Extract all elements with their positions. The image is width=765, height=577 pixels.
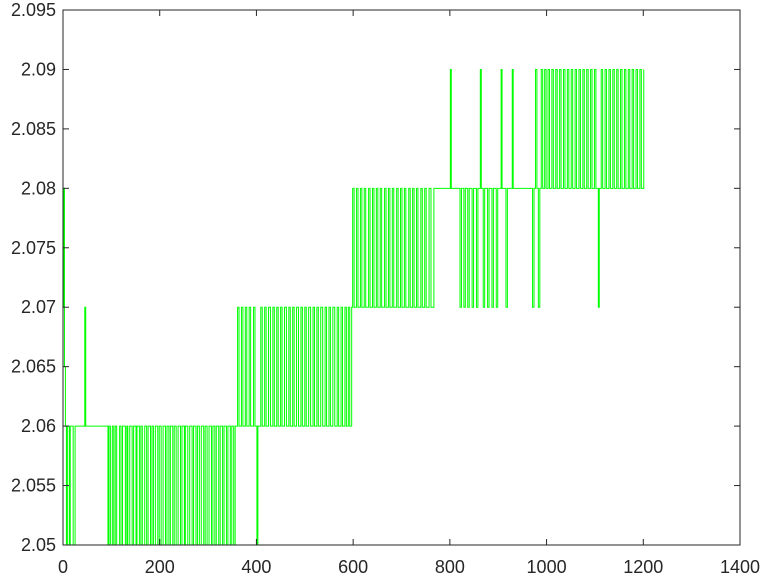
- y-tick-label: 2.085: [11, 119, 56, 139]
- y-tick-label: 2.08: [21, 178, 56, 198]
- y-tick-label: 2.05: [21, 535, 56, 555]
- x-tick-label: 200: [145, 557, 175, 577]
- x-tick-label: 1400: [720, 557, 760, 577]
- y-tick-label: 2.055: [11, 476, 56, 496]
- y-tick-labels: 2.05 2.055 2.06 2.065 2.07 2.075 2.08 2.085 2.09…: [11, 0, 56, 555]
- series-layer: [63, 68, 645, 546]
- series-line: [63, 68, 645, 546]
- x-tick-label: 1200: [623, 557, 663, 577]
- x-tick-label: 1000: [527, 557, 567, 577]
- y-tick-label: 2.06: [21, 416, 56, 436]
- y-tick-label: 2.09: [21, 59, 56, 79]
- x-tick-label: 0: [58, 557, 68, 577]
- x-tick-label: 600: [338, 557, 368, 577]
- x-tick-labels: 0 200 400 600 800 1000 1200 1400: [58, 557, 760, 577]
- x-tick-label: 800: [435, 557, 465, 577]
- y-tick-label: 2.075: [11, 238, 56, 258]
- y-tick-label: 2.065: [11, 357, 56, 377]
- x-tick-label: 400: [241, 557, 271, 577]
- y-tick-label: 2.07: [21, 297, 56, 317]
- y-tick-label: 2.095: [11, 0, 56, 20]
- plot-frame: [62, 9, 741, 546]
